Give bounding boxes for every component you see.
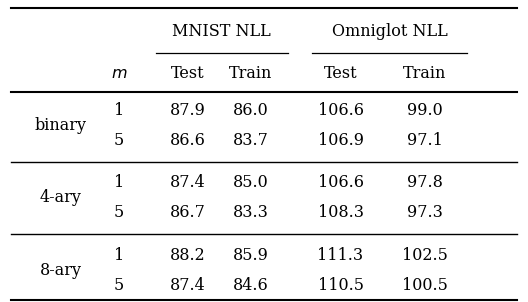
Text: 1: 1 bbox=[114, 247, 124, 264]
Text: 86.0: 86.0 bbox=[233, 102, 269, 119]
Text: 111.3: 111.3 bbox=[317, 247, 364, 264]
Text: 1: 1 bbox=[114, 102, 124, 119]
Text: 5: 5 bbox=[114, 204, 124, 221]
Text: Test: Test bbox=[171, 66, 204, 82]
Text: 8-ary: 8-ary bbox=[40, 262, 82, 279]
Text: MNIST NLL: MNIST NLL bbox=[172, 23, 271, 40]
Text: Train: Train bbox=[229, 66, 272, 82]
Text: Train: Train bbox=[403, 66, 447, 82]
Text: 4-ary: 4-ary bbox=[40, 189, 82, 206]
Text: 97.3: 97.3 bbox=[407, 204, 443, 221]
Text: 1: 1 bbox=[114, 174, 124, 191]
Text: 5: 5 bbox=[114, 132, 124, 149]
Text: 87.9: 87.9 bbox=[169, 102, 205, 119]
Text: 106.9: 106.9 bbox=[317, 132, 364, 149]
Text: 88.2: 88.2 bbox=[169, 247, 205, 264]
Text: 86.7: 86.7 bbox=[169, 204, 205, 221]
Text: 97.1: 97.1 bbox=[407, 132, 443, 149]
Text: 85.0: 85.0 bbox=[233, 174, 269, 191]
Text: 106.6: 106.6 bbox=[317, 174, 364, 191]
Text: 102.5: 102.5 bbox=[402, 247, 448, 264]
Text: 5: 5 bbox=[114, 277, 124, 294]
Text: binary: binary bbox=[35, 117, 87, 134]
Text: 97.8: 97.8 bbox=[407, 174, 443, 191]
Text: $m$: $m$ bbox=[110, 66, 127, 82]
Text: 83.7: 83.7 bbox=[233, 132, 269, 149]
Text: 100.5: 100.5 bbox=[402, 277, 448, 294]
Text: 83.3: 83.3 bbox=[233, 204, 269, 221]
Text: 99.0: 99.0 bbox=[407, 102, 443, 119]
Text: 87.4: 87.4 bbox=[169, 277, 205, 294]
Text: 108.3: 108.3 bbox=[317, 204, 364, 221]
Text: 86.6: 86.6 bbox=[169, 132, 205, 149]
Text: 85.9: 85.9 bbox=[233, 247, 269, 264]
Text: 110.5: 110.5 bbox=[317, 277, 364, 294]
Text: Test: Test bbox=[324, 66, 357, 82]
Text: 106.6: 106.6 bbox=[317, 102, 364, 119]
Text: Omniglot NLL: Omniglot NLL bbox=[332, 23, 447, 40]
Text: 84.6: 84.6 bbox=[233, 277, 269, 294]
Text: 87.4: 87.4 bbox=[169, 174, 205, 191]
